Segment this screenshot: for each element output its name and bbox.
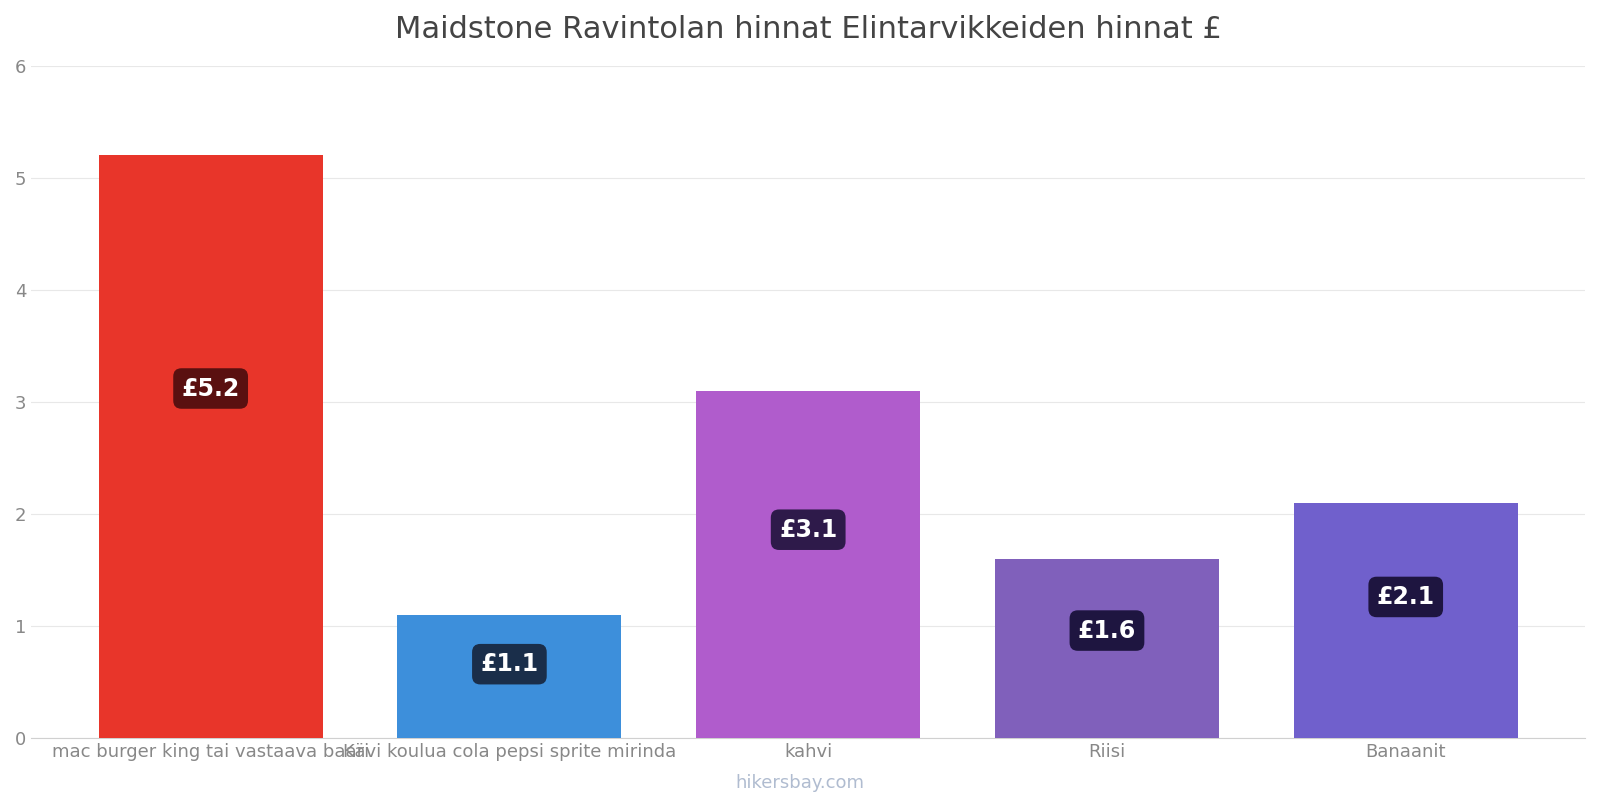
Bar <box>397 615 621 738</box>
Text: £1.1: £1.1 <box>480 652 539 676</box>
Text: hikersbay.com: hikersbay.com <box>736 774 864 792</box>
Bar <box>696 390 920 738</box>
Text: £2.1: £2.1 <box>1376 585 1435 609</box>
Text: £1.6: £1.6 <box>1078 618 1136 642</box>
Bar <box>99 155 323 738</box>
Bar <box>1294 503 1518 738</box>
Text: £3.1: £3.1 <box>779 518 837 542</box>
Title: Maidstone Ravintolan hinnat Elintarvikkeiden hinnat £: Maidstone Ravintolan hinnat Elintarvikke… <box>395 15 1222 44</box>
Bar <box>995 559 1219 738</box>
Text: £5.2: £5.2 <box>181 377 240 401</box>
